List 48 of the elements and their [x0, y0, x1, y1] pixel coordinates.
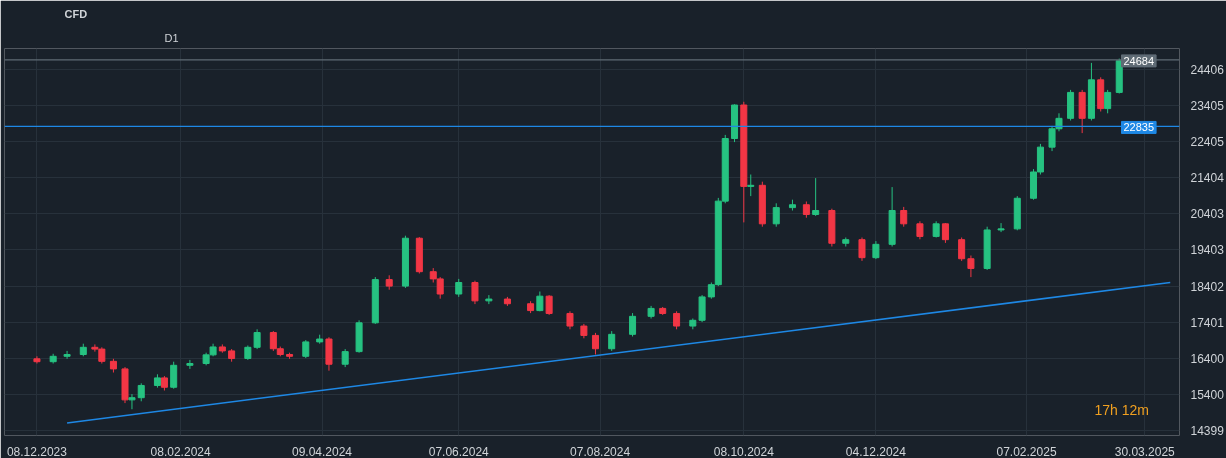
- candlestick: [941, 222, 949, 244]
- candlestick: [629, 312, 637, 337]
- chart-subtitle: D1: [164, 31, 179, 44]
- x-tick-label: 09.04.2024: [291, 444, 353, 458]
- candlestick: [900, 206, 908, 228]
- y-tick-label: 17401: [1190, 315, 1225, 330]
- candlestick: [471, 280, 479, 305]
- candlestick: [170, 361, 178, 390]
- candlestick: [698, 294, 706, 323]
- candlestick: [1104, 89, 1112, 114]
- y-tick-label: 14399: [1190, 423, 1225, 438]
- candlestick: [63, 350, 71, 360]
- y-tick-label: 23405: [1190, 99, 1225, 114]
- ref-line-label: 22835: [1123, 121, 1155, 134]
- x-tick-label: 08.12.2023: [6, 444, 68, 458]
- candlestick: [591, 332, 599, 355]
- y-tick-label: 16400: [1190, 351, 1225, 366]
- candlestick: [958, 237, 966, 262]
- candlestick: [772, 202, 780, 228]
- y-tick-label: 20403: [1190, 207, 1225, 222]
- candlestick: [608, 330, 616, 352]
- candlestick: [253, 328, 261, 350]
- annotation: 17h 12m: [1094, 401, 1149, 418]
- y-tick-label: 21404: [1190, 171, 1225, 186]
- chart-title: CFD: [64, 7, 88, 20]
- x-tick-label: 08.02.2024: [150, 444, 211, 458]
- candlestick: [128, 393, 136, 410]
- x-tick-label: 08.10.2024: [713, 444, 775, 458]
- candlestick: [485, 294, 493, 305]
- candlestick: [967, 255, 975, 278]
- candlestick: [812, 177, 820, 217]
- candlestick: [747, 174, 755, 197]
- candlestick: [997, 222, 1005, 233]
- x-tick-label: 07.06.2024: [428, 444, 490, 458]
- candlestick: [858, 237, 866, 262]
- y-tick-label: 18402: [1190, 279, 1225, 294]
- y-tick-label: 15400: [1190, 387, 1225, 402]
- candlestick: [186, 359, 194, 370]
- y-tick-label: 22405: [1190, 135, 1225, 150]
- candlestick: [545, 294, 553, 316]
- x-tick-label: 04.12.2024: [845, 444, 907, 458]
- y-tick-label: 19403: [1190, 243, 1225, 258]
- y-tick-label: 24406: [1190, 63, 1225, 78]
- candlestick: [33, 355, 41, 364]
- x-tick-label: 30.03.2025: [1114, 444, 1176, 458]
- x-tick-label: 07.08.2024: [570, 444, 631, 458]
- ref-line-label: 24684: [1123, 54, 1155, 67]
- x-tick-label: 07.02.2025: [996, 444, 1057, 458]
